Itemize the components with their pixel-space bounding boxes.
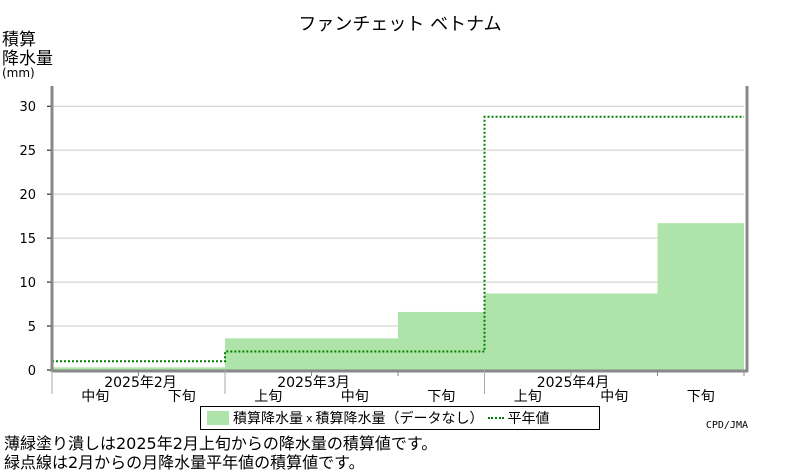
y-tick-label: 30: [19, 100, 36, 115]
legend-label-actual: 積算降水量: [233, 411, 303, 427]
month-label: 2025年2月: [104, 375, 177, 391]
y-tick-label: 10: [19, 276, 36, 291]
x-tick-label: 中旬: [81, 389, 109, 405]
note-fill: 薄緑塗り潰しは2025年2月上旬からの降水量の積算値です。: [4, 434, 438, 453]
x-tick-label: 上旬: [254, 389, 282, 405]
y-tick-label: 15: [19, 232, 36, 247]
month-label: 2025年4月: [537, 375, 610, 391]
y-tick-label: 5: [28, 320, 36, 335]
credit: CPD/JMA: [705, 420, 748, 431]
bar-accumulated-precip: [484, 293, 571, 370]
x-tick-label: 下旬: [687, 389, 715, 405]
note-dotted: 緑点線は2月からの月降水量平年値の積算値です。: [4, 453, 365, 472]
y-axis-label-line2: 降水量: [2, 49, 53, 69]
x-tick-label: 下旬: [427, 389, 455, 405]
y-axis-unit: (mm): [2, 66, 35, 80]
chart-title: ファンチェット ベトナム: [298, 14, 502, 35]
x-tick-label: 中旬: [341, 389, 369, 405]
legend-swatch-actual: [207, 411, 229, 425]
bar-accumulated-precip: [52, 367, 139, 370]
month-label: 2025年3月: [277, 375, 350, 391]
legend: 積算降水量 x 積算降水量（データなし） 平年値: [200, 406, 600, 430]
bar-accumulated-precip: [138, 367, 225, 370]
bar-accumulated-precip: [225, 338, 312, 370]
y-axis-label-line1: 積算: [2, 30, 36, 50]
legend-label-nodata: 積算降水量（データなし）: [315, 411, 484, 427]
legend-nodata-marker: x: [306, 411, 313, 425]
normal-step-line: [52, 115, 744, 363]
bar-accumulated-precip: [571, 293, 658, 370]
x-tick-label: 中旬: [600, 389, 628, 405]
bar-accumulated-precip: [311, 338, 398, 370]
y-tick-label: 0: [28, 364, 36, 379]
y-tick-label: 20: [19, 188, 36, 203]
x-tick-label: 上旬: [514, 389, 542, 405]
bar-accumulated-precip: [657, 223, 744, 370]
x-tick-label: 下旬: [168, 389, 196, 405]
legend-line-normal: [487, 417, 504, 419]
legend-label-normal: 平年値: [507, 411, 550, 427]
bar-accumulated-precip: [398, 311, 485, 370]
y-tick-label: 25: [19, 144, 36, 159]
